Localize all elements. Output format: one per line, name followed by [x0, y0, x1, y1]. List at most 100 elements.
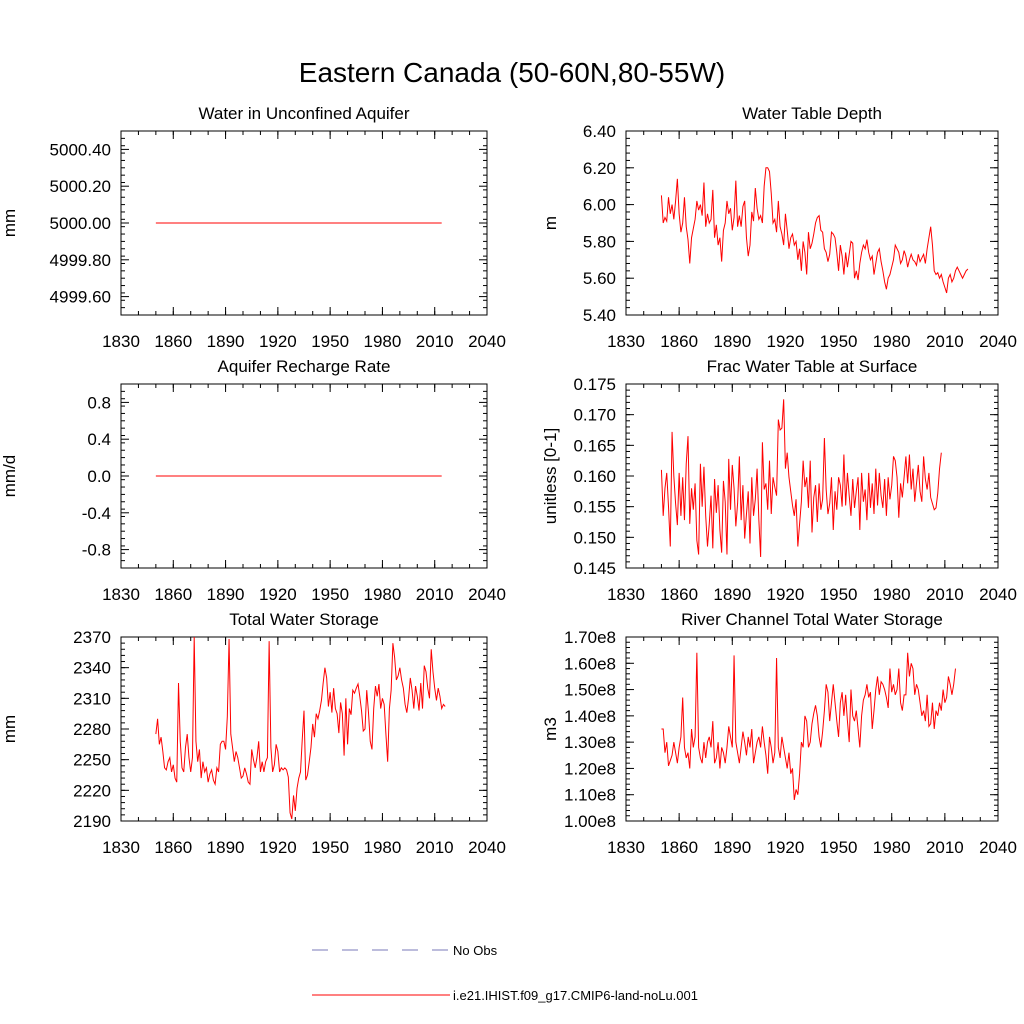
y-axis-label: mm [0, 715, 19, 743]
y-tick-label: 5000.40 [50, 140, 111, 159]
y-tick-label: -0.8 [82, 541, 111, 560]
y-tick-label: 5.80 [583, 232, 616, 251]
x-tick-label: 1980 [873, 332, 911, 351]
x-tick-label: 1980 [873, 585, 911, 604]
x-tick-label: 1920 [259, 585, 297, 604]
x-tick-label: 1860 [660, 332, 698, 351]
x-tick-label: 1950 [311, 585, 349, 604]
y-tick-label: 1.70e8 [564, 628, 616, 647]
x-tick-label: 1890 [207, 332, 245, 351]
y-tick-label: 2370 [73, 628, 111, 647]
x-tick-label: 1950 [311, 838, 349, 857]
x-tick-label: 1890 [713, 838, 751, 857]
x-tick-label: 1830 [607, 332, 645, 351]
y-tick-label: 5.40 [583, 306, 616, 325]
x-tick-label: 1890 [713, 585, 751, 604]
y-tick-label: 0.145 [573, 559, 616, 578]
panel-total-water-storage: Total Water Storage mm 1830 1860 1890 1920 195… [0, 610, 506, 857]
x-tick-label: 2010 [416, 332, 454, 351]
x-tick-label: 1920 [767, 585, 805, 604]
figure-title: Eastern Canada (50-60N,80-55W) [299, 57, 725, 88]
x-tick-label: 1890 [713, 332, 751, 351]
y-tick-label: 2220 [73, 781, 111, 800]
y-tick-label: 2190 [73, 812, 111, 831]
x-tick-label: 1950 [820, 332, 858, 351]
series-line-model [660, 399, 942, 557]
legend-obs-label: No Obs [453, 943, 498, 958]
y-tick-label: 1.50e8 [564, 681, 616, 700]
y-tick-label: 1.60e8 [564, 654, 616, 673]
x-tick-label: 1920 [767, 838, 805, 857]
x-tick-label: 1860 [154, 585, 192, 604]
panel-title: Total Water Storage [229, 610, 379, 629]
x-tick-label: 1980 [364, 332, 402, 351]
y-tick-label: 5000.00 [50, 214, 111, 233]
y-tick-label: 6.20 [583, 159, 616, 178]
x-tick-label: 1830 [607, 838, 645, 857]
y-tick-label: 5000.20 [50, 177, 111, 196]
y-tick-label: 0.4 [87, 430, 111, 449]
panel-water-table-depth: Water Table Depth m 1830 1860 1890 1920 1950 19… [541, 104, 1017, 351]
y-tick-label: 2280 [73, 720, 111, 739]
y-tick-label: 1.30e8 [564, 733, 616, 752]
x-tick-label: 1860 [154, 332, 192, 351]
x-tick-label: 2040 [979, 332, 1017, 351]
y-tick-label: 0.170 [573, 406, 616, 425]
y-tick-label: 4999.80 [50, 251, 111, 270]
y-tick-label: 0.155 [573, 498, 616, 517]
x-tick-label: 2040 [979, 585, 1017, 604]
x-tick-label: 2040 [979, 838, 1017, 857]
plot-frame [625, 130, 999, 316]
x-tick-label: 1980 [364, 838, 402, 857]
x-tick-label: 1860 [660, 838, 698, 857]
y-tick-label: 0.8 [87, 393, 111, 412]
x-tick-label: 2040 [468, 585, 506, 604]
y-axis-label: mm/d [0, 455, 19, 498]
x-tick-label: 1860 [660, 585, 698, 604]
y-tick-label: 2340 [73, 659, 111, 678]
panel-frac-water-table: Frac Water Table at Surface unitless [0-1… [541, 357, 1017, 604]
y-axis-label: unitless [0-1] [541, 428, 560, 524]
x-tick-label: 1950 [311, 332, 349, 351]
y-tick-label: 1.10e8 [564, 786, 616, 805]
x-tick-label: 1950 [820, 838, 858, 857]
x-tick-label: 1890 [207, 585, 245, 604]
y-tick-label: 0.175 [573, 375, 616, 394]
x-tick-label: 1830 [607, 585, 645, 604]
legend: No Obs i.e21.IHIST.f09_g17.CMIP6-land-no… [312, 943, 698, 1003]
y-tick-label: 2250 [73, 751, 111, 770]
y-tick-label: 1.40e8 [564, 707, 616, 726]
panel-title: Water in Unconfined Aquifer [198, 104, 409, 123]
y-axis-label: mm [0, 209, 19, 237]
panel-aquifer-water: Water in Unconfined Aquifer mm 1830 1860 189… [0, 104, 506, 351]
x-tick-label: 2010 [416, 585, 454, 604]
plot-frame [625, 636, 999, 822]
panel-recharge-rate: Aquifer Recharge Rate mm/d 1830 1860 1890 192… [0, 357, 506, 604]
x-tick-label: 2010 [926, 838, 964, 857]
y-tick-label: 0.150 [573, 528, 616, 547]
series-line-model [155, 637, 446, 820]
panel-title: Water Table Depth [742, 104, 882, 123]
x-tick-label: 2040 [468, 332, 506, 351]
y-tick-label: 1.00e8 [564, 812, 616, 831]
x-tick-label: 2010 [926, 332, 964, 351]
x-tick-label: 1830 [102, 332, 140, 351]
x-tick-label: 2040 [468, 838, 506, 857]
y-tick-label: 6.00 [583, 196, 616, 215]
y-tick-label: 0.0 [87, 467, 111, 486]
x-tick-label: 1830 [102, 585, 140, 604]
y-tick-label: 4999.60 [50, 288, 111, 307]
y-tick-label: 5.60 [583, 269, 616, 288]
panel-river-channel-storage: River Channel Total Water Storage m3 1830 1… [541, 610, 1017, 857]
panel-title: Aquifer Recharge Rate [218, 357, 391, 376]
x-tick-label: 1980 [364, 585, 402, 604]
x-tick-label: 1980 [873, 838, 911, 857]
x-tick-label: 1920 [259, 838, 297, 857]
y-tick-label: 6.40 [583, 122, 616, 141]
y-tick-label: 0.165 [573, 436, 616, 455]
chart-panels: Water in Unconfined Aquifer mm 1830 1860 189… [0, 104, 1017, 857]
panel-title: Frac Water Table at Surface [707, 357, 918, 376]
x-tick-label: 2010 [926, 585, 964, 604]
x-tick-label: 1890 [207, 838, 245, 857]
